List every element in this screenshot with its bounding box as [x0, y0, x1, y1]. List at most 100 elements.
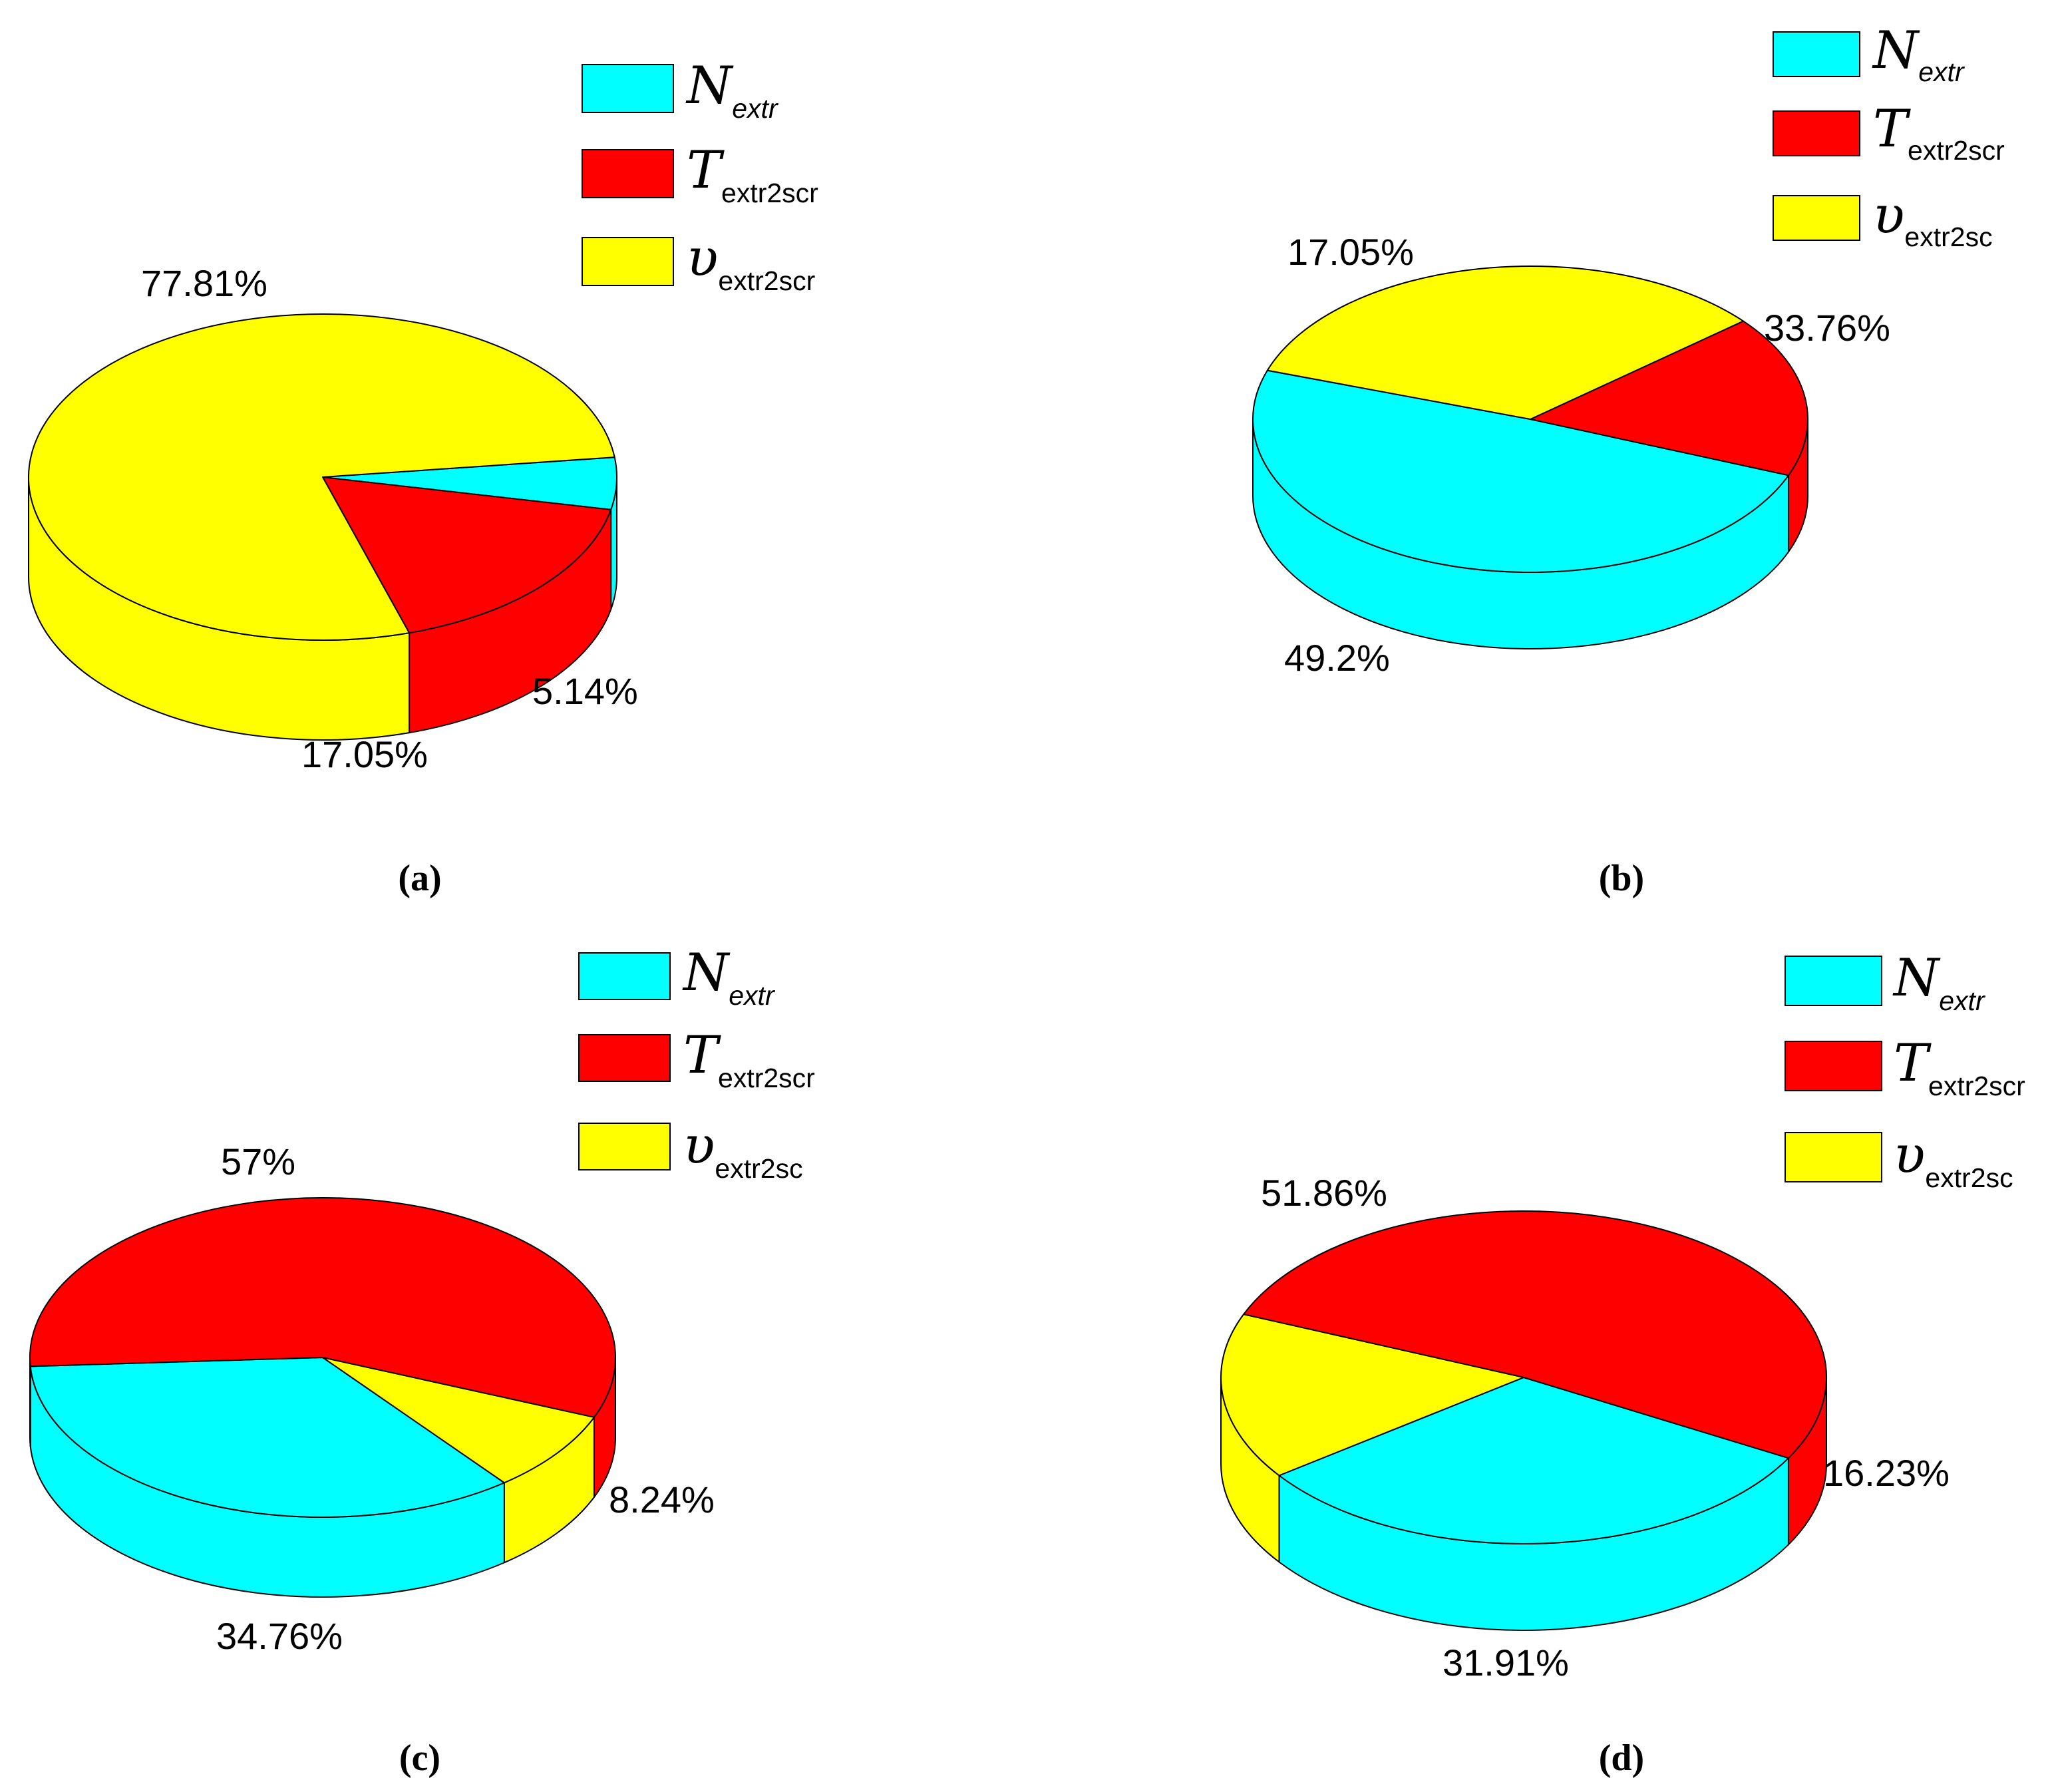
- legend-b-t-subscript: extr2scr: [1908, 135, 2005, 166]
- legend-a-n-symbol: N: [685, 56, 734, 116]
- panel-b: Nextr Textr2scr υextr2sc 49.2% 17.05% 33…: [1252, 21, 2005, 899]
- pie-b-label-t: 17.05%: [1287, 231, 1414, 273]
- pie-c-label-v: 8.24%: [609, 1479, 715, 1521]
- legend-d-v-subscript: extr2sc: [1925, 1163, 2013, 1193]
- legend-d-n-symbol: N: [1892, 948, 1941, 1008]
- pie-c-label-n: 34.76%: [216, 1615, 343, 1657]
- panel-c-caption: (c): [399, 1737, 440, 1779]
- legend-b-n-symbol: N: [1872, 21, 1920, 81]
- legend-b-v: υextr2sc: [1773, 186, 1993, 252]
- legend-b-t-swatch: [1773, 110, 1860, 156]
- legend-b-t-symbol: T: [1873, 99, 1911, 159]
- panel-a: Nextr Textr2scr υextr2scr 5.14% 17.05% 7…: [28, 56, 818, 899]
- legend-b-n-swatch: [1773, 31, 1860, 77]
- panel-d: Nextr Textr2scr υextr2sc 31.91% 51.86% 1…: [1220, 948, 2025, 1779]
- pie-b: [1252, 266, 1808, 649]
- legend-a-n-subscript: extr: [732, 93, 779, 124]
- legend-d: Nextr Textr2scr υextr2sc: [1785, 948, 2025, 1193]
- legend-b-v-symbol: υ: [1873, 186, 1904, 246]
- legend-a-v-label: υextr2scr: [687, 228, 815, 296]
- legend-d-t-symbol: T: [1894, 1033, 1932, 1093]
- legend-c-n-symbol: N: [682, 943, 731, 1003]
- legend-b-v-label: υextr2sc: [1873, 186, 1993, 252]
- legend-c-n-subscript: extr: [729, 980, 776, 1011]
- pie-c-label-t: 57%: [221, 1141, 295, 1182]
- legend-a-t-label: Textr2scr: [687, 140, 818, 208]
- legend-d-t: Textr2scr: [1785, 1033, 2025, 1101]
- legend-d-n-subscript: extr: [1939, 986, 1986, 1016]
- legend-a-n-swatch: [582, 64, 674, 113]
- legend-d-t-subscript: extr2scr: [1928, 1071, 2025, 1101]
- legend-b-t-label: Textr2scr: [1873, 99, 2005, 166]
- pie-b-slice-v: [1266, 266, 1745, 420]
- legend-c-v-subscript: extr2sc: [715, 1153, 802, 1184]
- legend-d-v: υextr2sc: [1785, 1125, 2013, 1193]
- pie-b-slice-t: [1530, 320, 1808, 476]
- pie-c: [29, 1197, 616, 1598]
- legend-d-n: Nextr: [1785, 948, 1986, 1016]
- legend-b-n-label: Nextr: [1872, 21, 1965, 87]
- legend-c-v: υextr2sc: [578, 1116, 803, 1184]
- legend-d-n-label: Nextr: [1892, 948, 1986, 1016]
- pie-a-label-t: 17.05%: [301, 733, 428, 775]
- legend-c-v-swatch: [578, 1123, 671, 1170]
- legend-c-t: Textr2scr: [578, 1025, 815, 1093]
- legend-c-t-symbol: T: [683, 1025, 721, 1085]
- pie-a-slice-t: [322, 476, 612, 634]
- legend-d-v-label: υextr2sc: [1894, 1125, 2013, 1193]
- legend-a-t-subscript: extr2scr: [721, 178, 818, 208]
- legend-a-t-swatch: [582, 149, 674, 198]
- pie-c-slice-t: [29, 1197, 616, 1418]
- legend-d-t-swatch: [1785, 1041, 1882, 1091]
- legend-c: Nextr Textr2scr υextr2sc: [578, 943, 815, 1184]
- pie-b-label-v: 33.76%: [1764, 307, 1890, 349]
- legend-d-v-symbol: υ: [1894, 1125, 1925, 1185]
- pie-d-label-n: 31.91%: [1443, 1642, 1569, 1684]
- legend-a-t-symbol: T: [687, 140, 725, 200]
- pie-c-slice-n: [29, 1357, 505, 1518]
- legend-b-n: Nextr: [1773, 21, 1965, 87]
- legend-b-t: Textr2scr: [1773, 99, 2005, 166]
- pie-c-slice-v: [322, 1357, 595, 1484]
- legend-c-v-label: υextr2sc: [683, 1116, 803, 1184]
- panel-c: Nextr Textr2scr υextr2sc 34.76% 57% 8.24…: [29, 943, 815, 1779]
- legend-b-v-subscript: extr2sc: [1904, 222, 1992, 252]
- pie-d-label-t: 51.86%: [1261, 1172, 1387, 1214]
- pie-d: [1220, 1210, 1828, 1631]
- legend-a-n-label: Nextr: [685, 56, 779, 124]
- pie-a-slice-v: [28, 313, 615, 641]
- legend-d-v-swatch: [1785, 1132, 1882, 1182]
- legend-a-v-symbol: υ: [687, 228, 718, 288]
- legend-c-n-label: Nextr: [682, 943, 776, 1011]
- pie-a-label-v: 77.81%: [141, 262, 267, 304]
- legend-a-v-subscript: extr2scr: [718, 266, 815, 296]
- legend-c-v-symbol: υ: [683, 1116, 715, 1176]
- legend-d-t-label: Textr2scr: [1894, 1033, 2025, 1101]
- pie-d-slice-t: [1243, 1210, 1828, 1459]
- legend-b: Nextr Textr2scr υextr2sc: [1773, 21, 2005, 252]
- legend-b-n-subscript: extr: [1918, 57, 1965, 87]
- panel-b-caption: (b): [1599, 858, 1644, 899]
- pie-a-label-n: 5.14%: [532, 670, 638, 712]
- pie-a: [28, 313, 617, 741]
- pie-a-slice-n: [322, 456, 617, 510]
- legend-a-v: υextr2scr: [582, 228, 815, 296]
- legend-c-n: Nextr: [578, 943, 776, 1011]
- legend-b-v-swatch: [1773, 195, 1860, 241]
- pie-b-label-n: 49.2%: [1284, 637, 1390, 679]
- legend-c-t-swatch: [578, 1034, 671, 1082]
- legend-a-t: Textr2scr: [582, 140, 818, 208]
- panel-d-caption: (d): [1599, 1737, 1644, 1779]
- pie-b-slice-n: [1252, 369, 1789, 573]
- legend-c-n-swatch: [578, 952, 671, 1000]
- legend-d-n-swatch: [1785, 956, 1882, 1006]
- legend-a-v-swatch: [582, 237, 674, 286]
- pie-d-slice-n: [1278, 1377, 1789, 1544]
- legend-a-n: Nextr: [582, 56, 779, 124]
- panel-a-caption: (a): [398, 858, 441, 899]
- pie-d-slice-v: [1220, 1314, 1524, 1477]
- legend-c-t-label: Textr2scr: [683, 1025, 815, 1093]
- legend-c-t-subscript: extr2scr: [718, 1063, 815, 1093]
- legend-a: Nextr Textr2scr υextr2scr: [582, 56, 818, 296]
